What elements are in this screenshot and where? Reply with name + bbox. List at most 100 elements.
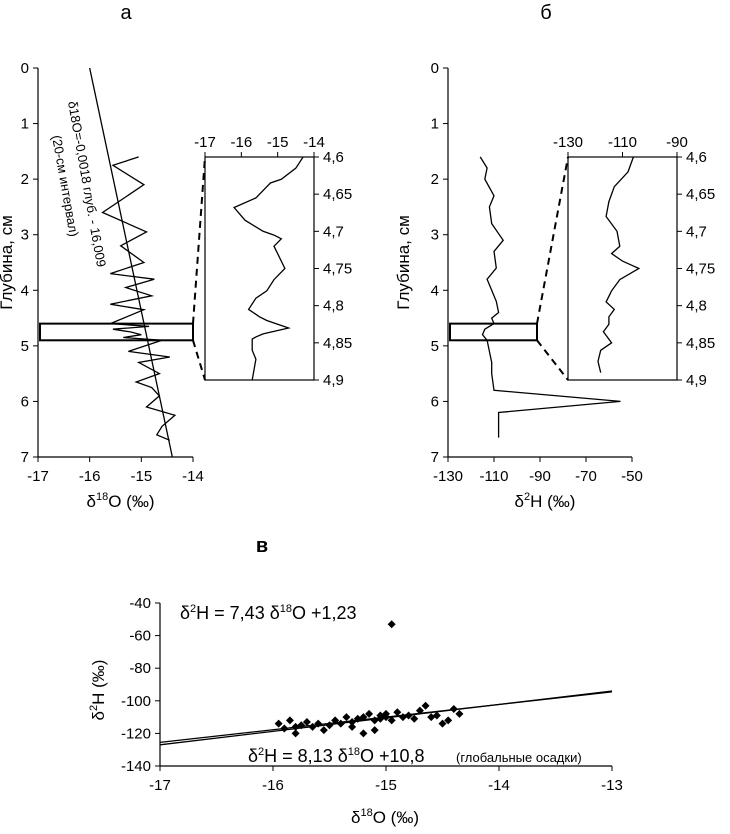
y-tick-label: 1 — [21, 116, 29, 133]
data-point — [325, 721, 334, 730]
equation-global: δ2H = 8,13 δ18O +10,8 — [248, 746, 425, 766]
data-point — [302, 717, 311, 726]
inset-x-tick-label: -110 — [608, 134, 637, 151]
data-point — [365, 709, 374, 718]
x-tick-label: -14 — [182, 468, 204, 485]
inset-x-tick-label: -90 — [666, 134, 688, 151]
data-point — [421, 701, 430, 710]
panel-label: в — [256, 535, 268, 557]
data-point — [455, 709, 464, 718]
trend-line — [89, 67, 173, 458]
data-point — [387, 620, 396, 629]
inset-y-tick-label: 4,9 — [686, 372, 707, 389]
series-line — [101, 156, 177, 441]
data-point — [449, 704, 458, 713]
y-tick-label: 2 — [431, 171, 439, 188]
data-point — [291, 729, 300, 738]
connector-top — [536, 156, 569, 324]
data-point — [404, 711, 413, 720]
y-tick-label: -100 — [121, 693, 151, 710]
inset-y-tick-label: 4,9 — [323, 372, 344, 389]
equation-global-note: (глобальные осадки) — [456, 750, 582, 765]
data-point — [319, 726, 328, 735]
x-tick-label: -14 — [488, 777, 510, 794]
inset-x-tick-label: -130 — [553, 134, 583, 151]
data-point — [348, 717, 357, 726]
x-tick-label: -15 — [375, 777, 397, 794]
data-point — [398, 713, 407, 722]
x-tick-label: -50 — [621, 468, 643, 485]
inset-x-tick-label: -14 — [303, 134, 325, 151]
y-tick-label: -140 — [121, 758, 151, 775]
x-axis-title: δ18O (‰) — [351, 807, 419, 827]
inset-frame — [567, 156, 678, 381]
y-tick-label: 3 — [21, 227, 29, 244]
y-tick-label: 5 — [21, 338, 29, 355]
panel-label: б — [540, 2, 551, 24]
x-tick-label: -17 — [149, 777, 171, 794]
inset-y-tick-label: 4,6 — [686, 149, 707, 166]
inset-y-tick-label: 4,85 — [686, 335, 715, 352]
y-tick-label: 7 — [21, 449, 29, 466]
inset-frame — [204, 156, 315, 381]
x-tick-label: -17 — [27, 468, 49, 485]
data-point — [370, 726, 379, 735]
inset-series-line — [597, 156, 641, 373]
highlight-box — [449, 322, 538, 342]
y-tick-label: 6 — [431, 393, 439, 410]
x-tick-label: -13 — [601, 777, 623, 794]
inset-y-tick-label: 4,65 — [686, 186, 715, 203]
x-axis-title: δ18O (‰) — [87, 491, 155, 511]
y-tick-label: 4 — [431, 282, 439, 299]
y-axis-title: Глубина, см — [0, 215, 16, 310]
x-tick-label: -110 — [480, 468, 509, 485]
y-axis-title: Глубина, см — [394, 215, 413, 310]
y-tick-label: 5 — [431, 338, 439, 355]
data-point — [376, 714, 385, 723]
data-point — [285, 716, 294, 725]
data-point — [280, 724, 289, 733]
inset-x-tick-label: -17 — [194, 134, 216, 151]
data-point — [342, 713, 351, 722]
series-line — [479, 156, 621, 438]
panel-b: б 0 1 2 3 4 5 6 7 -130 -110 -90 -70 -50 Глубина, см δ2H… — [394, 2, 715, 511]
inset-series-line — [233, 156, 304, 381]
data-point — [297, 721, 306, 730]
data-point — [415, 706, 424, 715]
x-tick-label: -16 — [79, 468, 101, 485]
data-point — [393, 708, 402, 717]
inset-y-tick-label: 4,6 — [323, 149, 344, 166]
y-tick-label: 2 — [21, 171, 29, 188]
x-tick-label: -130 — [433, 468, 463, 485]
data-point — [336, 719, 345, 728]
y-tick-label: 6 — [21, 393, 29, 410]
inset-y-tick-label: 4,7 — [323, 223, 344, 240]
data-point — [382, 713, 390, 722]
y-tick-label: 3 — [431, 227, 439, 244]
panel-label: а — [120, 2, 132, 24]
y-tick-label: 0 — [21, 60, 29, 77]
x-tick-label: -90 — [529, 468, 551, 485]
inset-y-tick-label: 4,75 — [323, 261, 352, 278]
connector-bottom — [192, 340, 206, 381]
data-point — [438, 719, 447, 728]
data-point — [274, 719, 283, 728]
x-tick-label: -15 — [130, 468, 152, 485]
data-point — [444, 716, 453, 725]
inset-y-tick-label: 4,75 — [686, 261, 715, 278]
panel-a: а 0 1 2 3 4 5 6 7 -17 -16 -15 -14 Глубина, см δ18O (‰)… — [0, 2, 352, 511]
y-tick-label: -120 — [121, 725, 151, 742]
data-point — [432, 711, 441, 720]
data-point — [370, 716, 379, 725]
inset-y-tick-label: 4,65 — [323, 186, 352, 203]
connector-bottom — [536, 339, 569, 381]
y-tick-label: -80 — [129, 660, 151, 677]
y-axis-title: δ2H (‰) — [88, 660, 108, 721]
inset-y-tick-label: 4,8 — [323, 298, 344, 315]
data-point — [314, 719, 323, 728]
inset-x-tick-label: -16 — [230, 134, 252, 151]
data-point — [291, 722, 300, 731]
inset-y-tick-label: 4,85 — [323, 335, 352, 352]
x-tick-label: -16 — [262, 777, 284, 794]
